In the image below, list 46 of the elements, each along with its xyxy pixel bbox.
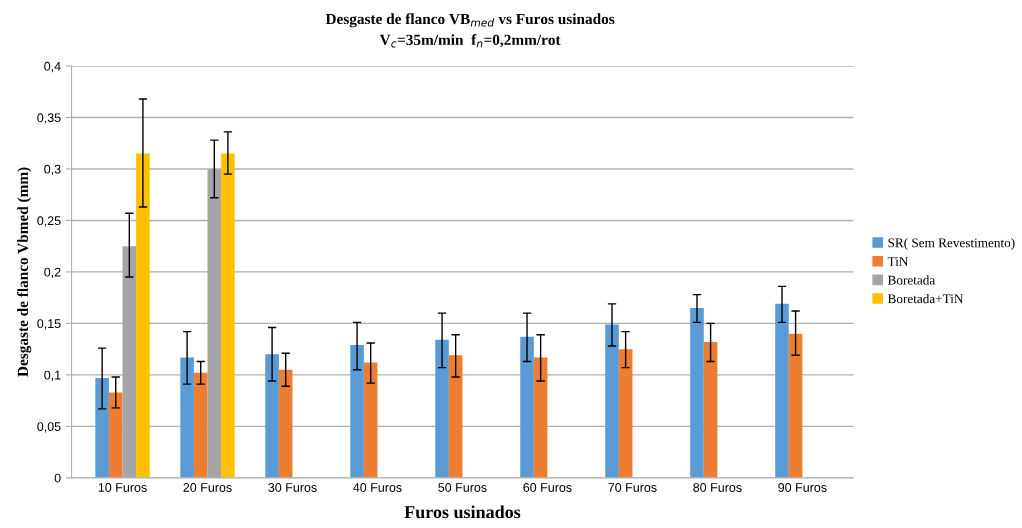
bar <box>350 345 364 478</box>
bar <box>618 349 633 478</box>
chart-subtitle: V$_{c}$=35m/min f$_{n}$=0,2mm/rot <box>379 34 561 48</box>
bar <box>265 354 279 478</box>
bar <box>363 362 378 478</box>
y-tick-label: 0,1 <box>44 370 61 382</box>
chart-title: Desgaste de flanco VB$_{med}$ vs Furos usinados <box>325 13 615 28</box>
bar <box>221 153 235 478</box>
x-tick-label: 60 Furos <box>523 483 572 492</box>
x-tick-label: 50 Furos <box>438 483 487 492</box>
y-tick-label: 0,35 <box>37 113 61 124</box>
x-axis-title: Furos usinados <box>404 505 521 519</box>
bar <box>703 341 718 478</box>
y-axis-title: Desgaste de flanco Vbmed (mm) <box>17 167 32 377</box>
x-tick-label: 20 Furos <box>183 483 232 492</box>
y-tick-label: 0,2 <box>44 267 61 279</box>
bar <box>520 336 534 478</box>
y-tick-label: 0,15 <box>37 319 61 330</box>
bar <box>605 324 619 478</box>
bar <box>108 392 123 478</box>
x-tick-label: 10 Furos <box>98 483 147 492</box>
bar <box>690 307 704 478</box>
y-tick-label: 0,25 <box>37 216 61 227</box>
bar <box>533 357 548 478</box>
x-tick-label: 40 Furos <box>353 483 402 492</box>
legend-label: SR( Sem Revestimento) <box>888 238 1015 250</box>
x-tick-label: 90 Furos <box>778 483 827 492</box>
y-tick-label: 0,05 <box>37 422 61 433</box>
bar <box>775 303 789 478</box>
bar <box>448 355 463 478</box>
bar <box>95 377 109 478</box>
bar <box>180 357 194 478</box>
y-tick-label: 0 <box>54 473 61 483</box>
x-tick-label: 70 Furos <box>608 483 657 492</box>
bar <box>278 369 293 478</box>
bar <box>193 372 208 478</box>
y-tick-label: 0,4 <box>44 61 61 73</box>
legend-label: Boretada <box>887 275 936 285</box>
y-tick-label: 0,3 <box>44 164 61 176</box>
bar <box>788 333 803 478</box>
bar <box>136 153 150 478</box>
x-tick-label: 80 Furos <box>693 483 742 492</box>
x-tick-label: 30 Furos <box>268 483 317 492</box>
legend-label: TiN <box>887 257 909 266</box>
bar <box>435 339 449 478</box>
legend-label: Boretada+TiN <box>887 293 964 304</box>
